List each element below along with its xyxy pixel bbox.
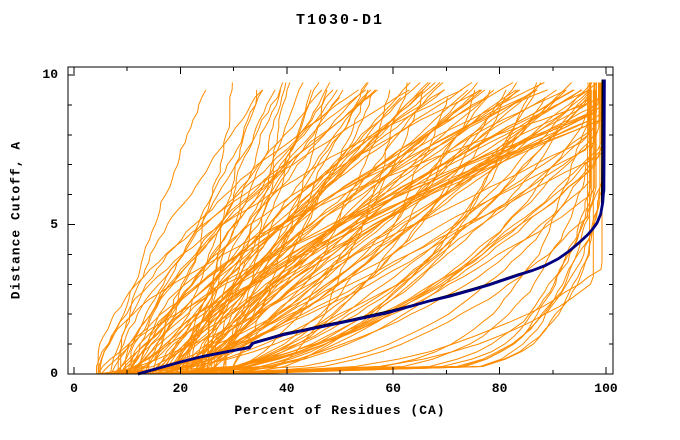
model-ensemble-curves: [96, 82, 605, 375]
y-axis-label-text: Distance Cutoff, A: [8, 140, 24, 300]
highlighted-model-navy-curve: [137, 79, 606, 376]
chart-title: T1030-D1: [295, 12, 384, 29]
y-tick-label: 5: [50, 216, 58, 232]
x-tick-label: 0: [70, 381, 78, 396]
x-axis-label: Percent of Residues (CA): [234, 403, 446, 418]
x-tick-label: 20: [172, 381, 189, 396]
x-tick-label: 60: [385, 381, 401, 396]
highlighted-model-black-curve: [140, 79, 604, 375]
plot-border-and-ticks: [67, 66, 614, 375]
x-tick-label: 40: [278, 381, 295, 396]
x-tick-label: 100: [594, 381, 618, 396]
y-tick-label: 0: [50, 366, 58, 381]
y-tick-label: 10: [42, 67, 58, 82]
x-tick-label: 80: [491, 381, 508, 396]
